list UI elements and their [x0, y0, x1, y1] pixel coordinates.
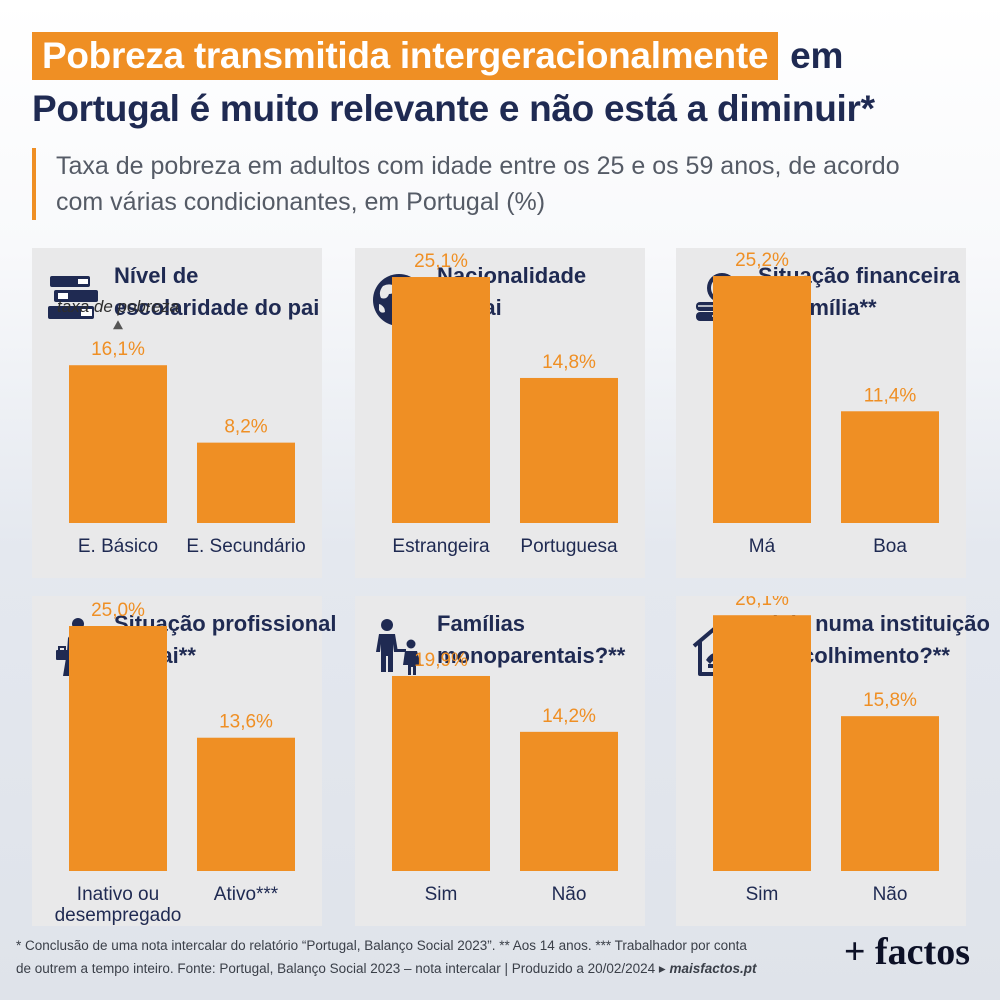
books-icon: [48, 276, 98, 319]
panel-title-line: monoparentais?**: [437, 643, 626, 668]
panel-title-line: Famílias: [437, 611, 526, 636]
bar-value-label: 26,1%: [735, 596, 789, 610]
bar: [392, 277, 490, 523]
panel-title: Nível de escolaridade do pai: [114, 260, 322, 324]
bar-chart: 16,1% E. Básico taxa de pobreza 8,2% E. Secu…: [57, 297, 306, 557]
category-label: Ativo***: [214, 884, 279, 905]
bar: [841, 716, 939, 871]
panel-instituicao-acolhimento: Vivia numa instituição de acolhimento?**…: [676, 596, 990, 926]
category-label: Má: [749, 536, 776, 557]
bar-value-label: 19,9%: [414, 650, 468, 671]
title-line-2: Portugal é muito relevante e não está a …: [32, 88, 875, 129]
category-label: Inativo ou: [77, 884, 159, 905]
panel-title-line: escolaridade do pai: [114, 295, 320, 320]
panel-situacao-financeira: Situação financeira da família** 25,2% Má…: [676, 248, 966, 578]
bar: [713, 615, 811, 871]
panel-nivel-escolaridade: Nível de escolaridade do pai 16,1% E. Bás…: [32, 248, 322, 578]
footnote-line-1: * Conclusão de uma nota intercalar do re…: [16, 938, 747, 953]
bar-value-label: 25,1%: [414, 251, 468, 272]
category-label: Estrangeira: [392, 536, 490, 557]
subtitle: Taxa de pobreza em adultos com idade ent…: [32, 148, 952, 220]
category-label: Sim: [746, 884, 779, 905]
panel-nacionalidade: Nacionalidade do pai 25,1%Estrangeira14,…: [355, 248, 645, 578]
brand-logo: + factos: [843, 931, 970, 973]
annotation-arrow: [113, 320, 123, 330]
category-label: E. Básico: [78, 536, 158, 557]
bar: [520, 731, 618, 871]
bar: [197, 442, 295, 523]
bar-value-label: 25,2%: [735, 250, 789, 271]
bar-value-label: 16,1%: [91, 339, 145, 360]
bar-chart: 19,9% Sim 14,2% Não: [392, 650, 618, 905]
bar: [841, 411, 939, 523]
bar-value-label: 14,8%: [542, 352, 596, 373]
bar: [197, 737, 295, 871]
footnote-text: de outrem a tempo inteiro. Fonte: Portug…: [16, 961, 666, 976]
bar-chart: 26,1% Sim 15,8% Não: [713, 596, 939, 905]
title-highlight: Pobreza transmitida intergeracionalmente: [32, 32, 779, 80]
parent-child-icon: [376, 619, 421, 675]
bar-value-label: 8,2%: [224, 417, 267, 438]
bar-value-label: 25,0%: [91, 600, 145, 621]
title-rest: em: [790, 35, 844, 76]
bar: [69, 365, 167, 523]
bar-value-label: 14,2%: [542, 706, 596, 727]
panel-familias-monoparentais: Famílias monoparentais?** 19,9% Sim 14,2% N…: [355, 596, 645, 926]
bar-chart: 25,2% Má 11,4% Boa: [713, 250, 939, 557]
bar: [713, 276, 811, 523]
category-label: Boa: [873, 536, 907, 557]
category-label: Não: [552, 884, 587, 905]
annotation-label: taxa de pobreza: [57, 297, 179, 316]
category-label: desempregado: [55, 905, 182, 926]
panel-situacao-profissional: Situação profissional do pai** 25,0%Inat…: [32, 596, 337, 926]
title-line-1: Pobreza transmitida intergeracionalmente…: [32, 30, 843, 82]
bar-value-label: 11,4%: [864, 385, 917, 406]
panel-title: Famílias monoparentais?**: [437, 608, 645, 672]
footnote-site: maisfactos.pt: [669, 961, 757, 976]
bar: [520, 377, 618, 523]
footnote: * Conclusão de uma nota intercalar do re…: [16, 934, 806, 980]
panel-title-line: Nível de: [114, 263, 199, 288]
bar-chart: 25,1% Estrangeira 14,8% Portuguesa: [392, 251, 618, 557]
bar-value-label: 13,6%: [219, 712, 273, 733]
footnote-line-2: de outrem a tempo inteiro. Fonte: Portug…: [16, 957, 806, 980]
category-label: Sim: [425, 884, 458, 905]
bar: [392, 675, 490, 871]
category-label: Portuguesa: [520, 536, 618, 557]
category-label: Não: [873, 884, 908, 905]
bar-value-label: 15,8%: [863, 690, 917, 711]
category-label: E. Secundário: [186, 536, 305, 557]
bar: [69, 626, 167, 871]
